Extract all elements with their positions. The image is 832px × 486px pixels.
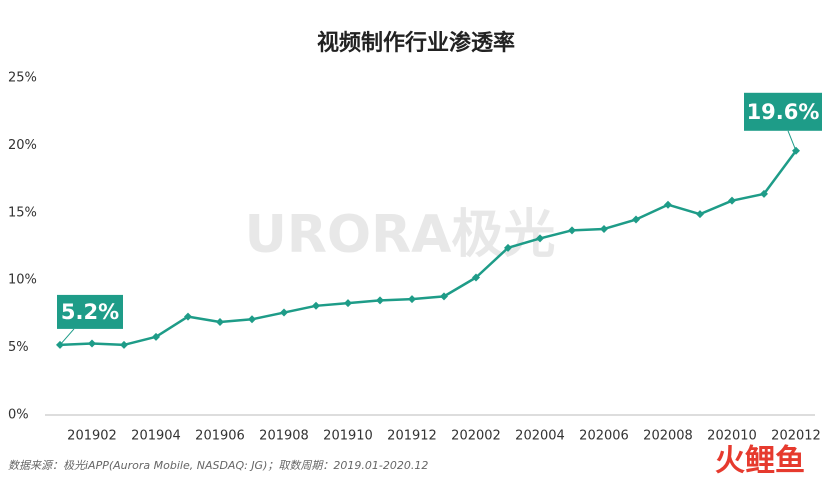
point [696,210,704,219]
x-tick-label: 201908 [259,429,309,444]
point [152,332,160,341]
x-tick-label: 202012 [771,429,821,444]
point [760,189,768,198]
y-tick-label: 25% [8,71,37,86]
label-box [744,92,822,131]
data-label: 5.2% [61,300,119,324]
x-tick-label: 201902 [67,429,117,444]
point [312,301,320,310]
y-tick-label: 5% [8,340,29,355]
point [88,339,96,348]
y-tick-label: 20% [8,138,37,153]
point [472,273,480,282]
chart-title: 视频制作行业渗透率 [317,30,515,56]
x-tick-label: 201912 [387,429,437,444]
point [248,315,256,324]
x-tick-label: 201910 [323,429,373,444]
x-tick-label: 202006 [579,429,629,444]
point [120,340,128,349]
point [440,292,448,301]
y-tick-label: 15% [8,205,37,220]
x-tick-label: 202004 [515,429,565,444]
point [184,312,192,321]
point [536,234,544,243]
y-tick-label: 10% [8,273,37,288]
point [728,196,736,205]
point [280,308,288,317]
point [568,226,576,235]
logo: 火鲤鱼 [715,444,805,479]
x-tick-label: 202008 [643,429,693,444]
label-leader [59,328,75,346]
point [600,224,608,233]
point [632,215,640,224]
point [376,296,384,305]
point [216,317,224,326]
label-leader [787,130,797,151]
label-box [57,294,123,329]
x-tick-label: 201906 [195,429,245,444]
point [504,243,512,252]
x-tick-label: 201904 [131,429,181,444]
watermark: URORA极光 [245,205,556,265]
data-label: 19.6% [747,100,820,124]
point [664,200,672,209]
source-note: 数据来源：极光iAPP(Aurora Mobile, NASDAQ: JG)；取… [8,459,428,472]
point [344,299,352,308]
line [59,150,798,347]
x-tick-label: 202010 [707,429,757,444]
y-tick-label: 0% [8,408,29,423]
point [408,295,416,304]
x-tick-label: 202002 [451,429,501,444]
